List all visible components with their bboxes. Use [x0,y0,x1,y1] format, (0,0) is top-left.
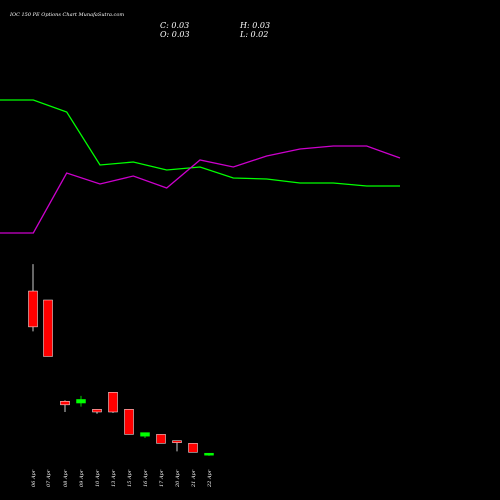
candle [92,409,102,414]
x-tick-label: 08 Apr [63,469,69,487]
ohlc-open: O: 0.03 [160,30,190,39]
candle [188,443,198,453]
candle-body [156,434,166,444]
candlesticks [28,264,214,456]
candle-body [188,443,198,453]
candle-body [172,440,182,443]
candle-body [124,409,134,435]
candle [204,452,214,456]
candle [43,299,53,357]
candle [156,434,166,444]
ohlc-high: H: 0.03 [239,21,270,30]
ohlc-close: C: 0.03 [160,21,189,30]
x-tick-label: 06 Apr [31,469,37,487]
candle [60,400,70,412]
candle-body [60,400,70,406]
candle-body [204,452,214,456]
x-tick-label: 21 Apr [191,469,197,488]
chart-title: IOC 150 PE Options Chart MunafaSutra.com [9,12,124,18]
candle-body [76,399,86,404]
x-tick-label: 07 Apr [46,469,52,487]
ohlc-low: L: 0.02 [239,30,268,39]
candle [108,392,118,413]
candle-body [28,290,38,328]
candle [124,409,134,435]
x-tick-label: 15 Apr [127,469,133,487]
indicator-line-1 [0,99,400,187]
candle-body [43,299,53,357]
indicator-lines [0,99,401,234]
x-tick-label: 22 Apr [207,469,213,488]
x-axis-ticks: 06 Apr 07 Apr 08 Apr 09 Apr 10 Apr 13 Apr 15 A… [31,469,213,488]
candle [140,432,150,438]
candle-body [92,409,102,413]
x-tick-label: 13 Apr [111,469,117,487]
indicator-line-2 [0,145,401,234]
x-tick-label: 16 Apr [143,469,149,487]
candle [76,395,86,407]
x-tick-label: 09 Apr [79,469,85,487]
candle-body [108,392,118,413]
candle [172,440,182,452]
x-tick-label: 10 Apr [95,469,101,487]
candle-body [140,432,150,437]
x-tick-label: 20 Apr [175,469,181,488]
x-tick-label: 17 Apr [159,469,165,487]
candle [28,264,38,332]
